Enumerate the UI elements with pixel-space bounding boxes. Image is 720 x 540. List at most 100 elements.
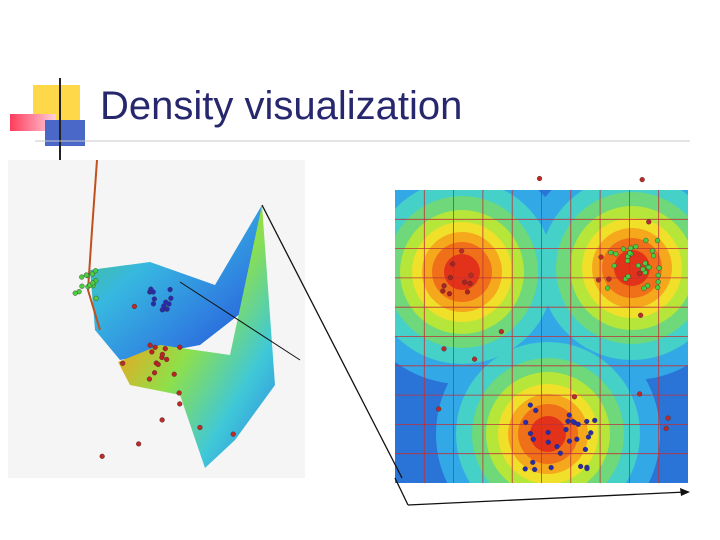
- connector-line: [179, 281, 301, 361]
- sample-dot: [557, 450, 563, 456]
- sample-dot: [595, 277, 602, 283]
- sample-dot: [92, 268, 99, 274]
- sample-dot: [171, 371, 177, 377]
- axis-arrow: [407, 491, 687, 506]
- sample-dot: [151, 296, 157, 302]
- sample-dot: [446, 291, 453, 297]
- sample-dot: [162, 346, 168, 352]
- sample-dot: [450, 261, 456, 267]
- sample-dot: [464, 289, 471, 295]
- sample-dot: [441, 346, 447, 352]
- contour-band: [444, 254, 480, 290]
- sample-dot: [554, 443, 560, 450]
- sample-dot: [93, 295, 99, 301]
- sample-dot: [585, 434, 592, 440]
- sample-dot: [90, 280, 96, 286]
- sample-dot: [655, 272, 661, 278]
- surface-sheet: [90, 205, 262, 360]
- deco-square: [45, 120, 85, 146]
- contour-band: [614, 250, 650, 286]
- sample-dot: [441, 283, 447, 289]
- sample-dot: [136, 441, 142, 447]
- sample-dot: [79, 283, 85, 289]
- sample-dot: [604, 285, 611, 291]
- sample-dot: [592, 417, 598, 424]
- sample-dot: [155, 361, 161, 367]
- sample-dot: [176, 390, 182, 396]
- sample-dot: [99, 453, 105, 459]
- sample-dot: [646, 219, 652, 225]
- sample-dot: [161, 303, 167, 309]
- density-map: [395, 175, 688, 483]
- sample-dot: [523, 419, 529, 425]
- sample-dot: [83, 272, 90, 278]
- sample-dot: [467, 280, 473, 287]
- surface-sheet: [118, 205, 275, 468]
- sample-dot: [440, 288, 446, 294]
- sample-dot: [197, 424, 203, 431]
- sample-dot: [462, 279, 468, 285]
- sample-dot: [447, 274, 453, 281]
- sample-dot: [530, 436, 536, 442]
- sample-dot: [159, 417, 165, 423]
- slide-title: Density visualization: [100, 84, 462, 128]
- sample-dot: [646, 264, 652, 270]
- sample-dot: [177, 401, 183, 407]
- sample-dot: [574, 436, 580, 442]
- sample-dot: [570, 419, 576, 425]
- sample-dot: [645, 283, 651, 289]
- sample-dot: [459, 248, 465, 254]
- sample-dot: [131, 303, 138, 310]
- sample-dot: [72, 290, 78, 296]
- sample-dot: [639, 177, 645, 183]
- sample-dot: [606, 276, 612, 282]
- sample-dot: [545, 429, 551, 436]
- sample-dot: [624, 258, 631, 264]
- sample-dot: [120, 360, 126, 366]
- sample-dot: [649, 248, 656, 254]
- sample-dot: [532, 466, 538, 473]
- sample-dot: [522, 466, 528, 472]
- sample-dot: [654, 237, 661, 244]
- sample-dot: [533, 407, 539, 414]
- sample-dot: [150, 289, 156, 295]
- sample-dot: [149, 349, 155, 355]
- sample-dot: [571, 394, 578, 400]
- sample-dot: [152, 344, 158, 350]
- sample-dot: [566, 412, 572, 418]
- sample-dot: [527, 402, 533, 408]
- sample-dot: [608, 249, 614, 256]
- sample-dot: [643, 237, 649, 244]
- sample-dot: [625, 273, 631, 280]
- sample-dot: [584, 465, 590, 472]
- sample-dot: [79, 274, 85, 280]
- sample-dot: [168, 295, 174, 301]
- sample-dot: [566, 438, 573, 444]
- sample-dot: [636, 270, 642, 277]
- sample-dot: [588, 430, 594, 436]
- sample-dot: [655, 279, 661, 285]
- sample-dot: [89, 271, 95, 277]
- sample-dot: [611, 263, 617, 269]
- sample-dot: [638, 312, 644, 318]
- sample-dot: [150, 301, 157, 307]
- sample-dot: [436, 406, 442, 412]
- sample-dot: [628, 245, 634, 251]
- sample-dot: [146, 376, 153, 382]
- surface-plot: [8, 159, 305, 478]
- sample-dot: [177, 344, 183, 350]
- sample-dot: [641, 285, 647, 291]
- sample-dot: [159, 351, 166, 358]
- sample-dot: [471, 356, 478, 362]
- sample-dot: [627, 250, 633, 256]
- sample-dot: [164, 356, 170, 363]
- sample-dot: [637, 391, 643, 397]
- arrow-head: [680, 488, 690, 496]
- sample-dot: [575, 421, 581, 427]
- sample-dot: [642, 260, 648, 266]
- sample-dot: [147, 342, 153, 348]
- sample-dot: [582, 446, 589, 453]
- sample-dot: [663, 425, 669, 432]
